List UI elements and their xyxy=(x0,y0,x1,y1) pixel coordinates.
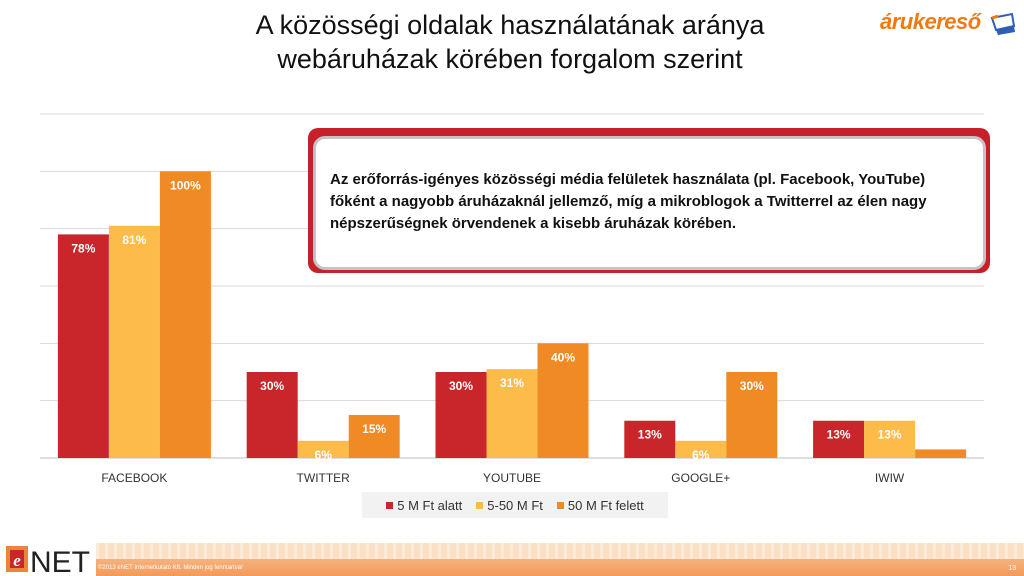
bar-3-facebook xyxy=(159,171,211,459)
chart-title-line-2: webáruházak körében forgalom szerint xyxy=(277,44,743,74)
data-label: 81% xyxy=(122,233,146,247)
bar-2-twitter xyxy=(297,440,349,458)
chart-title: A közösségi oldalak használatának aránya… xyxy=(140,8,880,76)
x-tick-label: TWITTER xyxy=(297,471,351,485)
legend-swatch-3 xyxy=(556,501,564,509)
bar-2-iwiw xyxy=(864,420,916,458)
legend-label-3: 50 M Ft felett xyxy=(567,497,644,513)
legend-swatch-1 xyxy=(386,501,394,509)
copyright-text: ©2013 eNET Internetkutató Kft. Minden jo… xyxy=(98,565,243,571)
legend-label-1: 5 M Ft alatt xyxy=(397,497,463,513)
bar-1-youtube xyxy=(435,372,487,458)
enet-logo-text: NET xyxy=(30,546,90,576)
bar-2-google xyxy=(675,440,727,458)
legend-item-2: 5-50 M Ft xyxy=(476,498,543,513)
bar-3-google xyxy=(726,372,778,458)
bar-1-iwiw xyxy=(813,420,865,458)
callout-box: Az erőforrás-igényes közösségi média fel… xyxy=(308,128,990,273)
bar-3-twitter xyxy=(348,415,400,458)
bar-2-facebook xyxy=(108,225,160,458)
data-label: 100% xyxy=(170,178,201,192)
data-label: 13% xyxy=(638,428,662,442)
x-tick-label: YOUTUBE xyxy=(483,471,541,485)
data-label: 78% xyxy=(71,241,95,255)
bar-1-twitter xyxy=(246,372,298,458)
data-label: 6% xyxy=(315,448,333,462)
data-label: 31% xyxy=(500,376,524,390)
cart-icon xyxy=(990,12,1016,35)
footer-bar xyxy=(96,543,1024,576)
callout-text: Az erőforrás-igényes közösségi média fel… xyxy=(313,136,986,270)
arukereso-logo-text: árukereső xyxy=(880,9,981,34)
svg-text:e: e xyxy=(13,551,21,570)
data-label: 15% xyxy=(362,422,386,436)
bar-3-youtube xyxy=(537,343,589,458)
bar-3-iwiw xyxy=(915,449,967,458)
data-label: 30% xyxy=(740,379,764,393)
data-label: 40% xyxy=(551,350,575,364)
chart-title-line-1: A közösségi oldalak használatának aránya xyxy=(255,10,765,40)
legend-item-3: 50 M Ft felett xyxy=(556,497,644,513)
data-label: 30% xyxy=(260,379,284,393)
bar-2-youtube xyxy=(486,369,538,458)
x-tick-label: IWIW xyxy=(875,471,905,485)
arukereso-logo: árukereső xyxy=(878,6,1018,40)
x-tick-label: GOOGLE+ xyxy=(671,471,730,485)
data-label: 13% xyxy=(878,428,902,442)
data-label: 30% xyxy=(449,379,473,393)
legend-item-1: 5 M Ft alatt xyxy=(386,498,462,513)
footer-stripes xyxy=(96,543,1024,559)
data-label: 3% xyxy=(932,456,950,470)
enet-logo: e NET xyxy=(6,546,90,576)
data-label: 6% xyxy=(692,448,710,462)
legend-swatch-2 xyxy=(476,501,484,509)
legend-label-2: 5-50 M Ft xyxy=(487,497,543,513)
bar-1-google xyxy=(624,420,676,458)
bar-1-facebook xyxy=(57,234,109,458)
data-label: 13% xyxy=(827,428,851,442)
x-tick-label: FACEBOOK xyxy=(101,471,167,485)
page-number: 13 xyxy=(1008,565,1016,572)
chart-legend: 5 M Ft alatt 5-50 M Ft 50 M Ft felett xyxy=(362,492,668,518)
